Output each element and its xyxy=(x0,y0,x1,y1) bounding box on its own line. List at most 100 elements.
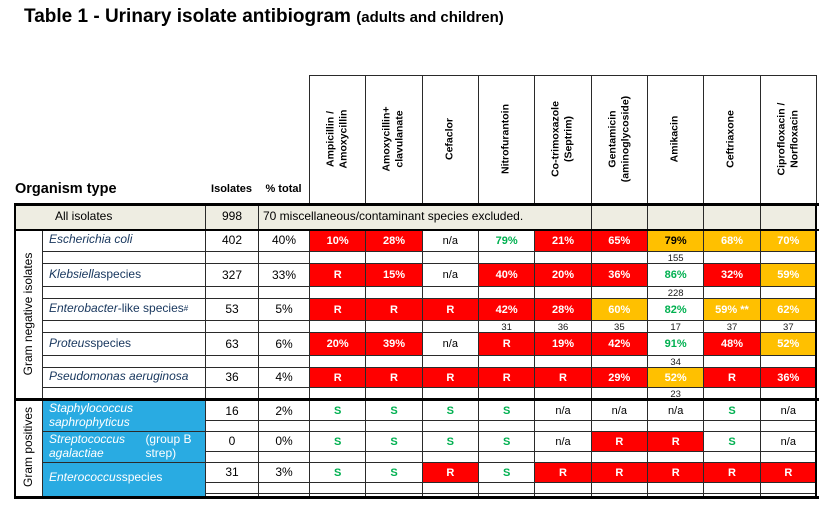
all-isolates-count: 998 xyxy=(221,209,243,223)
grid-line xyxy=(647,229,648,496)
susceptibility-cell: 70% xyxy=(760,230,816,251)
organism-name: Enterobacter -like species # xyxy=(44,298,203,320)
isolate-subcount: 37 xyxy=(783,322,794,333)
isolate-subcount: 228 xyxy=(667,288,684,299)
susceptibility-cell: R xyxy=(704,368,760,387)
grid-line xyxy=(534,229,536,496)
organism-name-footnote-mark: # xyxy=(183,304,189,314)
susceptibility-cell: 82% xyxy=(664,303,687,316)
susceptibility-cell: R xyxy=(422,299,478,320)
organism-name-italic: Staphylococcus saphrophyticus xyxy=(49,401,134,429)
organism-name-regular: -like species xyxy=(117,301,184,316)
percent-total: 4% xyxy=(275,370,293,384)
gram-group-label-text: Gram positives xyxy=(20,406,35,488)
gram-group-label: Gram positives xyxy=(14,401,42,493)
organism-type-header: Organism type xyxy=(15,181,117,197)
grid-line xyxy=(42,298,816,299)
grid-line xyxy=(42,286,816,287)
percent-total: 3% xyxy=(275,465,293,479)
grid-line xyxy=(205,420,816,421)
antibiotic-name: Amikacin xyxy=(668,115,681,163)
gram-positive-name-background xyxy=(42,401,205,496)
organism-name-italic: Pseudomonas aeruginosa xyxy=(49,369,189,384)
susceptibility-cell: 79% xyxy=(648,230,704,251)
susceptibility-cell: R xyxy=(535,463,591,482)
antibiotic-column-header: Amoxycillin+ clavulanate xyxy=(365,75,421,203)
grid-line xyxy=(42,320,816,321)
susceptibility-cell: 20% xyxy=(535,264,591,286)
isolates-count: 327 xyxy=(221,267,243,282)
grid-line xyxy=(205,203,206,496)
susceptibility-cell: S xyxy=(728,405,736,417)
susceptibility-cell: 39% xyxy=(366,333,422,355)
table-title: Table 1 - Urinary isolate antibiogram (a… xyxy=(24,6,504,28)
susceptibility-cell: S xyxy=(502,435,511,448)
organism-name: Enterococcus species xyxy=(44,462,203,493)
organism-name: Proteus species xyxy=(44,332,203,355)
susceptibility-cell: n/a xyxy=(668,405,684,417)
antibiotic-column-header: Cefaclor xyxy=(422,75,478,203)
susceptibility-cell: 10% xyxy=(310,230,366,251)
susceptibility-cell: R xyxy=(479,368,535,387)
antibiotic-column-header: Ampicillin / Amoxycillin xyxy=(309,75,365,203)
grid-line xyxy=(42,332,816,333)
organism-name-italic: Escherichia coli xyxy=(49,232,133,247)
grid-line xyxy=(309,75,817,76)
table-title-suffix: (adults and children) xyxy=(356,9,504,26)
susceptibility-cell: S xyxy=(390,405,398,417)
susceptibility-cell: S xyxy=(333,405,342,417)
grid-line xyxy=(590,229,592,496)
susceptibility-cell: R xyxy=(648,432,704,451)
all-isolates-row-background xyxy=(14,203,816,229)
grid-line xyxy=(309,75,310,203)
susceptibility-cell: 42% xyxy=(479,299,535,320)
isolates-count: 36 xyxy=(225,370,239,384)
organism-name: Pseudomonas aeruginosa xyxy=(44,367,203,387)
susceptibility-cell: 15% xyxy=(366,264,422,286)
isolate-subcount: 35 xyxy=(614,322,625,333)
gram-group-label: Gram negative isolates xyxy=(14,229,42,398)
susceptibility-cell: 29% xyxy=(591,368,647,387)
grid-line xyxy=(309,229,310,496)
susceptibility-cell: R xyxy=(648,463,704,482)
isolates-count: 53 xyxy=(225,302,239,316)
grid-line xyxy=(42,367,816,368)
susceptibility-cell: n/a xyxy=(442,338,458,350)
susceptibility-cell: 60% xyxy=(591,299,647,320)
susceptibility-cell: R xyxy=(760,463,816,482)
organism-name: Klebsiella species xyxy=(44,263,203,286)
organism-name-italic: Proteus xyxy=(49,335,91,350)
grid-line xyxy=(534,75,536,203)
organism-name-regular: species xyxy=(90,335,132,350)
percent-total: 33% xyxy=(271,267,297,282)
thick-border xyxy=(14,229,819,231)
susceptibility-cell: n/a xyxy=(555,405,571,417)
susceptibility-cell: 40% xyxy=(479,264,535,286)
grid-line xyxy=(421,229,423,496)
thick-border xyxy=(14,203,16,499)
gram-group-label-text: Gram negative isolates xyxy=(20,252,35,375)
isolate-subcount: 36 xyxy=(557,322,569,333)
organism-name: Streptococcus agalactiae (group B strep) xyxy=(44,431,203,462)
antibiotic-column-header: Amikacin xyxy=(647,75,703,203)
susceptibility-cell: S xyxy=(728,435,736,448)
grid-line xyxy=(478,75,479,203)
susceptibility-cell: 19% xyxy=(535,333,591,355)
antibiotic-name: Ceftriaxone xyxy=(725,110,738,168)
susceptibility-cell: S xyxy=(502,466,511,479)
isolate-subcount: 155 xyxy=(667,253,684,264)
grid-line xyxy=(703,229,705,496)
susceptibility-cell: R xyxy=(479,333,535,355)
susceptibility-cell: R xyxy=(535,368,591,387)
thick-border xyxy=(14,496,819,499)
grid-line xyxy=(258,203,259,496)
organism-name-italic: Enterococcus xyxy=(49,469,122,484)
isolates-count: 31 xyxy=(225,465,239,479)
grid-line xyxy=(365,75,367,203)
susceptibility-cell: 28% xyxy=(535,299,591,320)
antibiotic-name: Ampicillin / Amoxycillin xyxy=(324,109,350,169)
grid-line xyxy=(703,75,705,203)
organism-name-italic: Klebsiella xyxy=(49,266,101,281)
antibiotic-name: Co-trimoxazole (Septrim) xyxy=(549,101,575,177)
percent-total: 40% xyxy=(271,233,297,247)
